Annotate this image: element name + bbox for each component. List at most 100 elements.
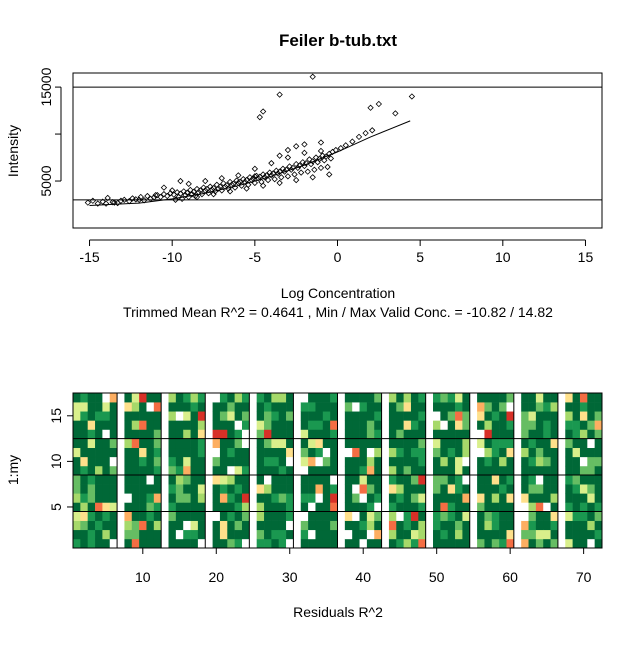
heatmap-cell — [499, 402, 507, 412]
heatmap-cell — [396, 520, 404, 531]
heatmap-cell — [308, 411, 316, 421]
heatmap-cell — [286, 420, 294, 430]
heatmap-cell — [109, 475, 118, 485]
heatmap-cell — [234, 538, 243, 549]
heatmap-cell — [550, 402, 559, 412]
heatmap-cell — [73, 438, 81, 449]
heatmap-cell — [234, 411, 243, 421]
heatmap-cell — [388, 475, 397, 485]
heatmap-cell — [80, 475, 88, 485]
heatmap-cell — [205, 493, 213, 503]
data-point — [241, 178, 249, 186]
heatmap-cell — [175, 493, 184, 503]
heatmap-cell — [278, 511, 287, 521]
heatmap-cell — [528, 493, 537, 503]
heatmap-cell — [300, 402, 309, 412]
heatmap-cell — [396, 447, 404, 458]
heatmap-cell — [366, 484, 375, 494]
heatmap-cell — [587, 438, 595, 449]
heatmap-cell — [139, 438, 147, 449]
data-point — [349, 138, 356, 145]
data-point — [190, 188, 197, 195]
heatmap-cell — [117, 493, 125, 503]
heatmap-cell — [271, 420, 280, 430]
heatmap-cell — [330, 475, 338, 485]
heatmap-cell — [278, 447, 287, 458]
heatmap-cell — [249, 529, 257, 540]
data-point — [293, 176, 300, 184]
heatmap-cell — [359, 529, 368, 540]
heatmap-cell — [241, 511, 250, 521]
heatmap-cell — [278, 502, 287, 512]
heatmap-cell — [587, 420, 595, 430]
heatmap-cell — [572, 411, 581, 421]
heatmap-cell — [388, 465, 397, 476]
heatmap-cell — [197, 520, 206, 531]
heatmap-cell — [462, 402, 471, 412]
heatmap-cell — [425, 447, 434, 458]
heatmap-cell — [396, 402, 404, 412]
heatmap-cell — [440, 484, 449, 494]
heatmap-cell — [146, 438, 155, 449]
heatmap-cell — [205, 511, 213, 521]
heatmap-cell — [359, 447, 368, 458]
heatmap-cell — [550, 484, 559, 494]
heatmap-cell — [286, 393, 294, 403]
heatmap-cell — [146, 511, 155, 521]
fit-curve — [89, 120, 411, 206]
heatmap-cell — [308, 475, 316, 485]
heatmap-cell — [256, 429, 265, 439]
heatmap-cell — [102, 511, 111, 521]
heatmap-cell — [359, 465, 368, 476]
heatmap-cell — [330, 493, 338, 503]
heatmap-cell — [359, 475, 368, 485]
heatmap-cell — [462, 502, 471, 512]
heatmap-cell — [447, 438, 456, 449]
heatmap-cell — [168, 447, 177, 458]
heatmap-cell — [308, 465, 316, 476]
heatmap-cell — [102, 529, 111, 540]
heatmap-cell — [264, 475, 272, 485]
heatmap-cell — [513, 538, 522, 549]
heatmap-cell — [433, 411, 441, 421]
heatmap-cell — [80, 493, 88, 503]
heatmap-cell — [278, 420, 287, 430]
heatmap-cell — [286, 402, 294, 412]
heatmap-cell — [447, 456, 456, 467]
heatmap-cell — [499, 520, 507, 531]
heatmap-cell — [506, 429, 515, 439]
heatmap-cell — [557, 511, 566, 521]
heatmap-cell — [352, 393, 360, 403]
heatmap-cell — [418, 447, 426, 458]
heatmap-cell — [499, 393, 507, 403]
heatmap-cell — [388, 393, 397, 403]
heatmap-cell — [344, 402, 353, 412]
heatmap-cell — [212, 456, 221, 467]
heatmap-cell — [205, 456, 213, 467]
heatmap-cell — [168, 465, 177, 476]
heatmap-cell — [484, 465, 493, 476]
heatmap-cell — [197, 456, 206, 467]
heatmap-cell — [565, 465, 573, 476]
heatmap-cell — [344, 420, 353, 430]
heatmap-cell — [95, 520, 103, 531]
heatmap-cell — [572, 484, 581, 494]
heatmap-cell — [153, 447, 162, 458]
heatmap-cell — [234, 456, 243, 467]
heatmap-cell — [249, 393, 257, 403]
heatmap-cell — [73, 502, 81, 512]
data-point — [243, 185, 250, 192]
heatmap-cell — [87, 511, 96, 521]
heatmap-cell — [550, 538, 559, 549]
heatmap-cell — [95, 465, 103, 476]
heatmap-cell — [418, 529, 426, 540]
heatmap-cell — [80, 484, 88, 494]
heatmap-cell — [241, 493, 250, 503]
heatmap-cell — [594, 502, 603, 512]
heatmap-cell — [322, 429, 331, 439]
heatmap-cell — [234, 502, 243, 512]
heatmap-cell — [168, 538, 177, 549]
heatmap-cell — [227, 429, 235, 439]
data-point — [278, 174, 285, 181]
heatmap-cell — [183, 420, 191, 430]
